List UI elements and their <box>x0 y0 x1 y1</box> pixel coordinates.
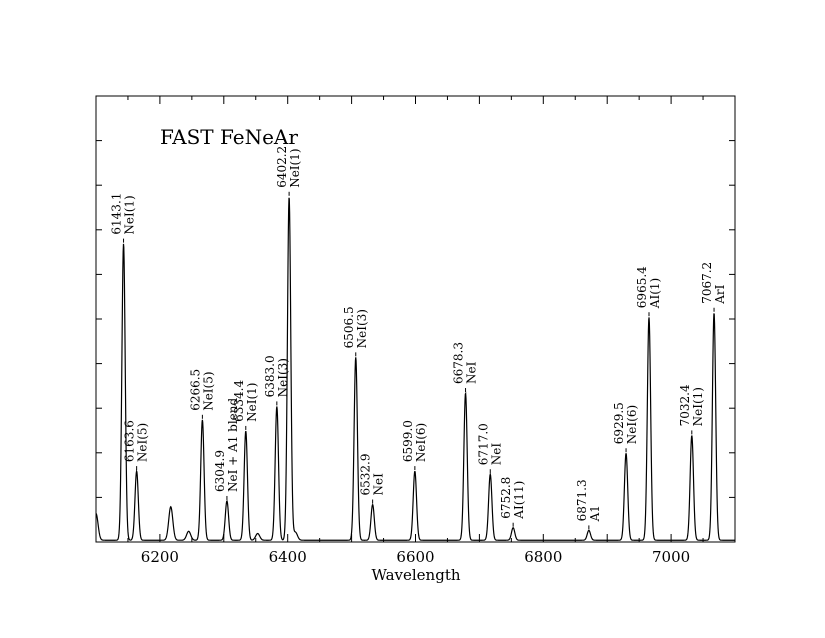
line-wavelength-label: 6752.8 <box>499 477 513 519</box>
line-wavelength-label: 6717.0 <box>476 423 490 465</box>
line-wavelength-label: 7067.2 <box>700 262 714 304</box>
line-species-label: NeI(6) <box>625 405 639 444</box>
x-axis-title: Wavelength <box>371 566 460 584</box>
line-species-label: NeI(1) <box>691 387 705 426</box>
x-tick-label: 6800 <box>524 548 562 566</box>
line-species-label: ArI <box>713 284 727 304</box>
spectrum-line <box>95 197 735 541</box>
line-species-label: NeI <box>465 361 479 384</box>
line-wavelength-label: 7032.4 <box>678 384 692 426</box>
line-wavelength-label: 6163.6 <box>123 420 137 462</box>
line-species-label: AI(1) <box>648 278 662 309</box>
line-wavelength-label: 6506.5 <box>342 306 356 348</box>
line-wavelength-label: 6965.4 <box>635 266 649 308</box>
line-species-label: NeI(1) <box>123 195 137 234</box>
line-wavelength-label: 6678.3 <box>452 342 466 384</box>
line-species-label: NeI(6) <box>414 423 428 462</box>
line-wavelength-label: 6599.0 <box>401 420 415 462</box>
x-tick-label: 6400 <box>269 548 307 566</box>
line-labels: 6143.1 NeI(1)6163.6 NeI(5)6266.5 NeI(5)6304… <box>110 146 728 523</box>
chart-title: FAST FeNeAr <box>160 125 298 149</box>
line-species-label: NeI(5) <box>201 371 215 410</box>
line-wavelength-label: 6334.4 <box>232 380 246 422</box>
line-species-label: NeI(1) <box>288 148 302 187</box>
x-tick-label: 6600 <box>396 548 434 566</box>
peak-markers <box>123 191 715 530</box>
line-species-label: NeI(3) <box>355 309 369 348</box>
line-wavelength-label: 6929.5 <box>612 402 626 444</box>
line-wavelength-label: 6266.5 <box>188 369 202 411</box>
line-species-label: NeI(3) <box>276 358 290 397</box>
line-wavelength-label: 6402.2 <box>275 146 289 188</box>
x-tick-label: 6200 <box>141 548 179 566</box>
line-species-label: NeI(1) <box>245 383 259 422</box>
line-species-label: NeI <box>372 473 386 496</box>
line-wavelength-label: 6304.9 <box>213 450 227 492</box>
line-wavelength-label: 6383.0 <box>263 355 277 397</box>
line-wavelength-label: 6143.1 <box>110 193 124 235</box>
y-axis-ticks <box>96 95 735 543</box>
x-tick-label: 7000 <box>652 548 690 566</box>
line-wavelength-label: 6532.9 <box>359 454 373 496</box>
line-species-label: NeI(5) <box>136 423 150 462</box>
x-axis-ticks: 6200 6400 6600 6800 7000 <box>95 96 736 566</box>
line-wavelength-label: 6871.3 <box>575 479 589 521</box>
line-species-label: AI(11) <box>512 481 526 520</box>
line-species-label: NeI <box>489 443 503 466</box>
line-species-label: NeI + A1 blend <box>226 398 240 492</box>
line-species-label: A1 <box>588 505 602 522</box>
